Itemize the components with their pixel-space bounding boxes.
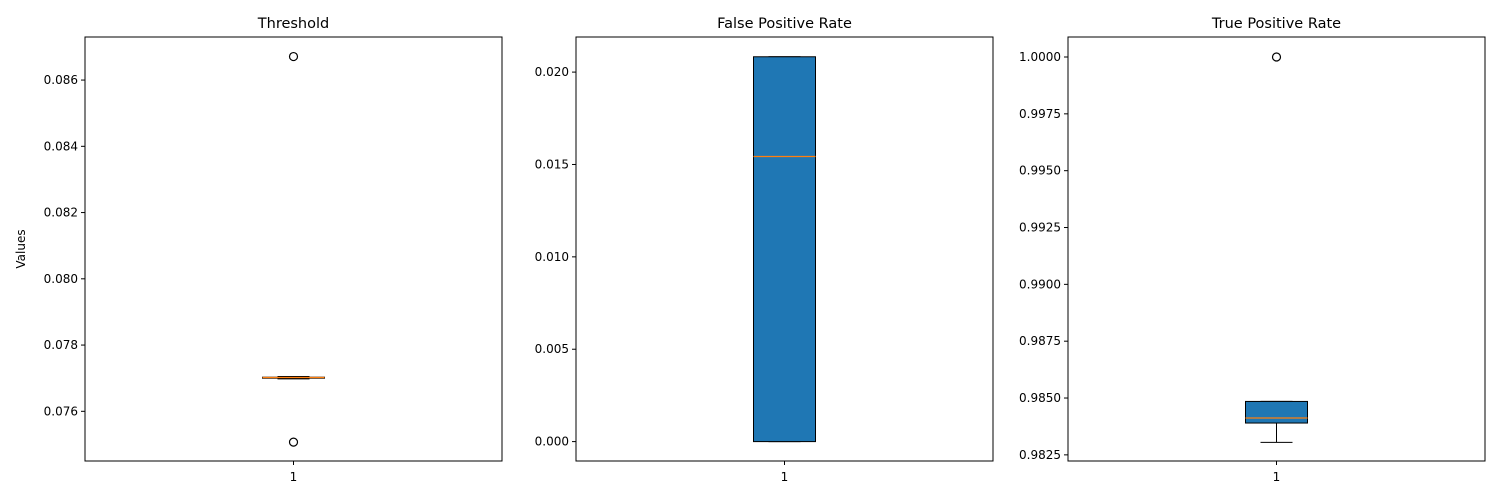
outlier-point (1271, 52, 1282, 62)
axes-frame (575, 36, 994, 462)
subplot-1: Threshold Values 0.076 0.078 0.080 0.082 0.084… (14, 16, 503, 484)
outlier-point (288, 437, 299, 447)
y-tick-label: 0.086 (44, 73, 78, 87)
y-tick-label: 0.9850 (1019, 391, 1061, 405)
x-tick-label: 1 (290, 470, 298, 484)
subplot-3: True Positive Rate 0.9825 0.9850 0.9875 0.99… (1019, 16, 1486, 484)
box-iqr (1245, 400, 1308, 424)
x-tick-label: 1 (1273, 470, 1281, 484)
y-tick-label: 0.9950 (1019, 164, 1061, 178)
y-tick-label: 0.9900 (1019, 277, 1061, 291)
y-tick-label: 0.078 (44, 338, 78, 352)
y-tick-label: 0.015 (535, 157, 569, 171)
y-tick-label: 0.080 (44, 272, 78, 286)
y-tick-label: 0.005 (535, 342, 569, 356)
y-tick-label: 0.020 (535, 65, 569, 79)
y-tick-label: 0.9975 (1019, 107, 1061, 121)
y-axis-label: Values (14, 229, 28, 268)
y-tick-label: 0.000 (535, 435, 569, 449)
box-iqr (753, 56, 816, 443)
y-tick-label: 1.0000 (1019, 50, 1061, 64)
axes-frame (1067, 36, 1486, 462)
y-tick-label: 0.9825 (1019, 448, 1061, 462)
subplot-title: True Positive Rate (1211, 16, 1341, 32)
y-tick-label: 0.010 (535, 250, 569, 264)
y-tick-label: 0.076 (44, 404, 78, 418)
subplot-title: False Positive Rate (717, 16, 852, 32)
y-tick-label: 0.082 (44, 206, 78, 220)
y-tick-label: 0.084 (44, 139, 78, 153)
y-tick-label: 0.9875 (1019, 334, 1061, 348)
subplot-2: False Positive Rate 0.000 0.005 0.010 0.015 0… (535, 16, 994, 484)
x-tick-label: 1 (781, 470, 789, 484)
outlier-point (288, 51, 299, 62)
subplot-title: Threshold (257, 16, 329, 32)
axes-frame (84, 36, 503, 462)
y-tick-label: 0.9925 (1019, 221, 1061, 235)
